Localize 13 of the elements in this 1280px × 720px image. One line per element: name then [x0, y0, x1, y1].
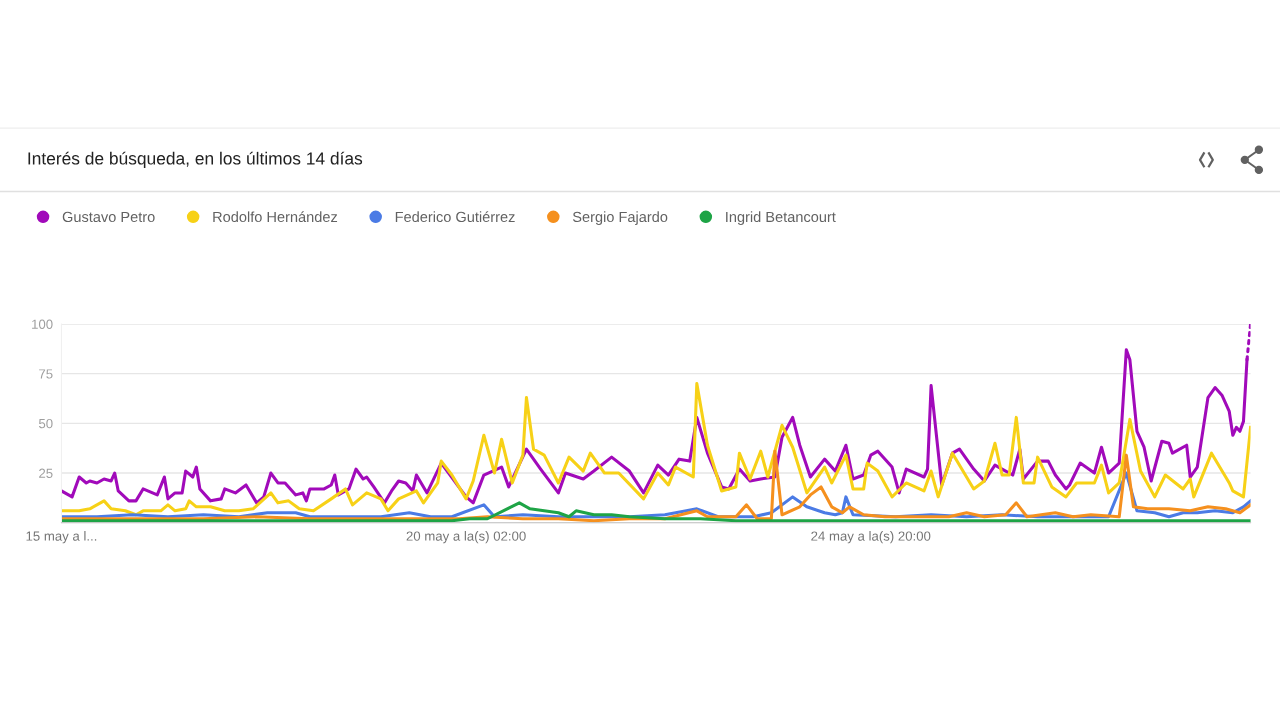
legend-label: Gustavo Petro [62, 211, 155, 223]
legend-label: Sergio Fajardo [572, 211, 668, 225]
x-tick-label: 15 may a l... [26, 531, 97, 544]
y-tick-label: 25 [39, 468, 53, 478]
legend-label: Ingrid Betancourt [726, 211, 836, 225]
legend-label: Federico Gutiérrez [395, 211, 515, 223]
chart-title: Interés de búsqueda, en los últimos 14 días [28, 151, 363, 169]
y-tick-label: 75 [39, 369, 53, 379]
x-tick-label: 24 may a la(s) 20:00 [811, 531, 931, 544]
y-tick-label: 50 [38, 418, 53, 429]
x-tick-label: 20 may a la(s) 02:00 [406, 531, 526, 544]
y-tick-label: 100 [32, 319, 53, 329]
legend-label: Rodolfo Hernández [213, 211, 338, 223]
